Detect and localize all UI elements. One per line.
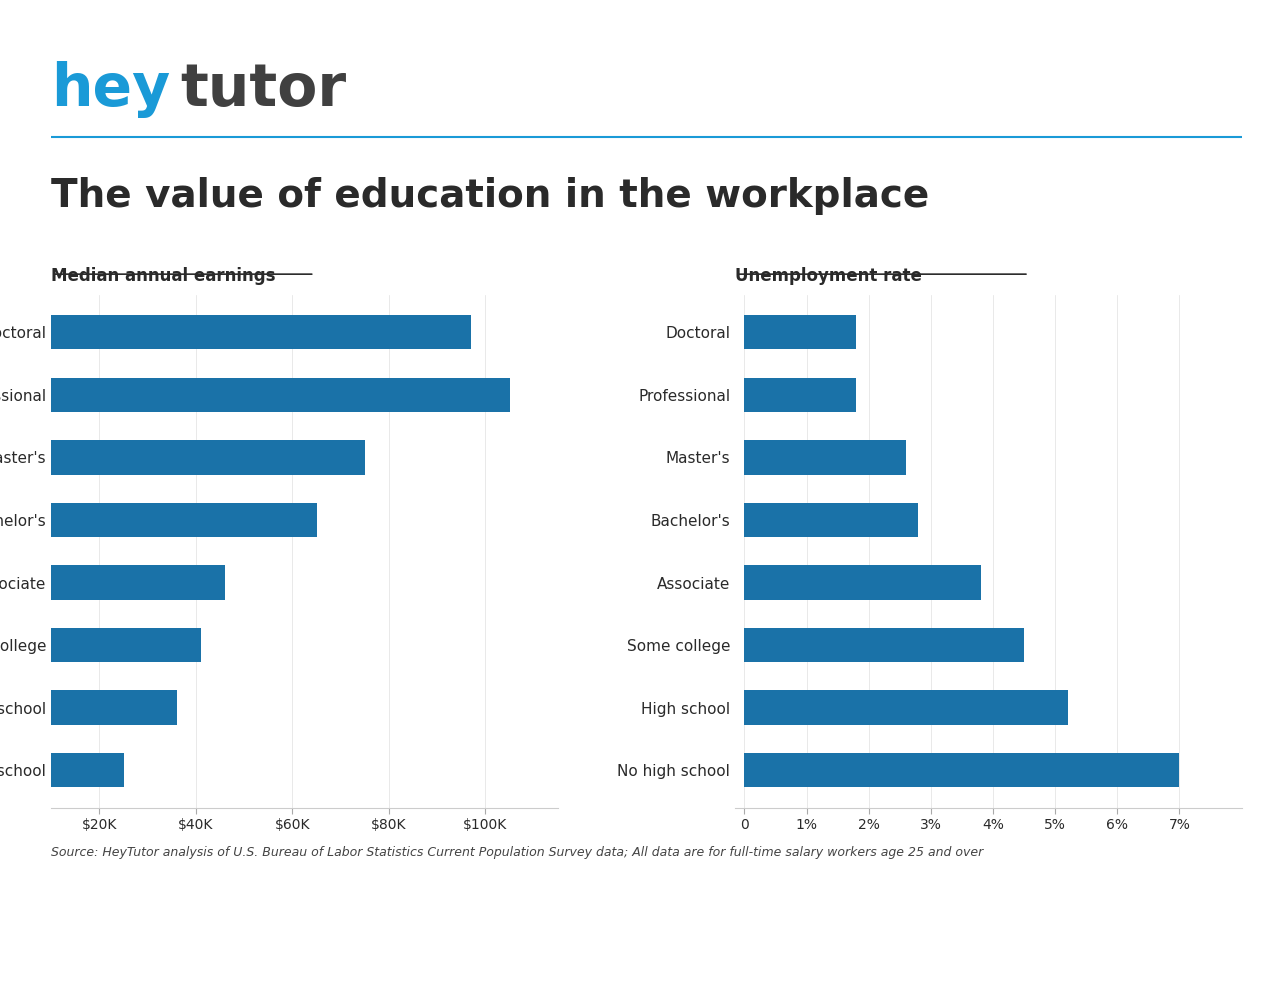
Text: Median annual earnings: Median annual earnings	[51, 266, 275, 285]
Bar	[3, 753, 124, 787]
Bar	[745, 315, 856, 349]
Text: Unemployment rate: Unemployment rate	[735, 266, 922, 285]
Bar	[3, 628, 201, 663]
Bar	[3, 690, 177, 724]
Bar	[745, 377, 856, 412]
Bar	[745, 565, 980, 600]
Bar	[745, 502, 919, 537]
Text: The value of education in the workplace: The value of education in the workplace	[51, 177, 929, 214]
Bar	[3, 502, 316, 537]
Text: tutor: tutor	[179, 61, 346, 118]
Bar	[3, 315, 471, 349]
Bar	[3, 377, 509, 412]
Bar	[3, 440, 365, 475]
Bar	[3, 565, 225, 600]
Bar	[745, 753, 1179, 787]
Bar	[745, 690, 1068, 724]
Bar	[745, 628, 1024, 663]
Text: Source: HeyTutor analysis of U.S. Bureau of Labor Statistics Current Population : Source: HeyTutor analysis of U.S. Bureau…	[51, 846, 983, 859]
Bar	[745, 440, 906, 475]
Text: hey: hey	[51, 61, 170, 118]
